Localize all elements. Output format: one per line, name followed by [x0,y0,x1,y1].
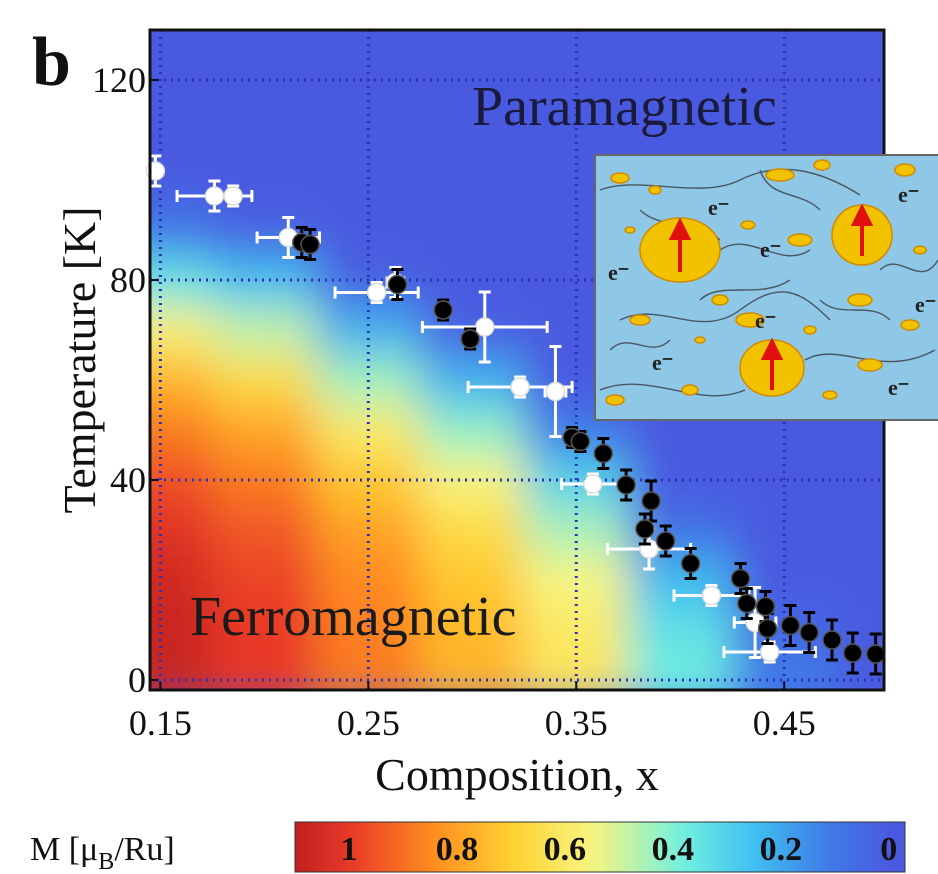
data-point [461,330,479,348]
electron-label: e⁻ [888,375,909,400]
colorbar-label-part: M [μ [30,831,98,868]
data-point [511,378,529,396]
x-tick-label: 0.45 [753,703,816,743]
y-axis-title: Temperature [K] [54,206,105,513]
data-point [388,276,406,294]
heat-cell [836,555,938,606]
heat-cell [732,455,837,506]
heat-cell [212,355,317,406]
heat-cell [420,205,525,256]
data-point [732,570,750,588]
electron-label: e⁻ [915,292,936,317]
data-point [476,318,494,336]
heat-cell [420,405,525,456]
data-point [738,595,756,613]
data-point [657,532,675,550]
heat-cell [108,305,213,356]
panel-label: b [32,24,71,101]
data-point [434,301,452,319]
heat-cell [420,155,525,206]
colorbar-tick-label: 0.2 [760,831,803,868]
y-tick-label: 80 [110,260,146,300]
x-axis-title: Composition, x [375,749,659,800]
data-point [759,620,777,638]
electron-label: e⁻ [652,350,673,375]
inset: e⁻ e⁻ e⁻ e⁻ e⁻ e⁻ e⁻ e⁻ [595,155,938,420]
heat-cell [212,105,317,156]
electron-label: e⁻ [708,195,729,220]
data-point [636,520,654,538]
heat-cell [212,405,317,456]
data-point [368,284,386,302]
y-tick-label: 0 [128,660,146,700]
colorbar [295,822,905,872]
electron-label: e⁻ [760,237,781,262]
heat-cell [316,305,421,356]
heat-cell [628,605,733,656]
electron-label: e⁻ [898,182,919,207]
electron-label: e⁻ [608,260,629,285]
annotation: Ferromagnetic [190,586,517,648]
heat-cell [212,505,317,556]
x-tick-label: 0.15 [129,703,192,743]
data-point [682,555,700,573]
data-point [702,587,720,605]
electron-label: e⁻ [755,308,776,333]
colorbar-label: M [μB/Ru] [30,831,175,874]
data-point [617,476,635,494]
colorbar-label-part: /Ru] [114,831,174,868]
data-point [823,631,841,649]
data-point [800,624,818,642]
data-point [761,643,779,661]
data-point [205,187,223,205]
data-point [571,433,589,451]
data-point [867,645,885,663]
heat-cell [108,655,213,706]
heat-cell [108,105,213,156]
colorbar-tick-label: 1 [340,831,357,868]
y-tick-label: 40 [110,460,146,500]
data-point [642,492,660,510]
heat-cell [212,305,317,356]
y-tick-label: 120 [92,60,146,100]
x-tick-label: 0.35 [545,703,608,743]
heat-cell [836,105,938,156]
colorbar-tick-label: 0 [880,831,897,868]
heat-cell [732,655,837,706]
data-point [546,383,564,401]
data-point [224,187,242,205]
annotation: Paramagnetic [472,76,777,138]
heat-cell [316,105,421,156]
colorbar-tick-label: 0.8 [436,831,479,868]
data-point [756,598,774,616]
heat-cell [836,505,938,556]
colorbar-tick-label: 0.6 [544,831,587,868]
data-point [594,445,612,463]
x-tick-label: 0.25 [337,703,400,743]
data-point [781,617,799,635]
colorbar-tick-label: 0.4 [652,831,695,868]
data-point [584,475,602,493]
heat-cell [420,505,525,556]
data-point [844,644,862,662]
data-point [301,236,319,254]
colorbar-label-sub: B [98,849,114,874]
heat-cell [420,355,525,406]
